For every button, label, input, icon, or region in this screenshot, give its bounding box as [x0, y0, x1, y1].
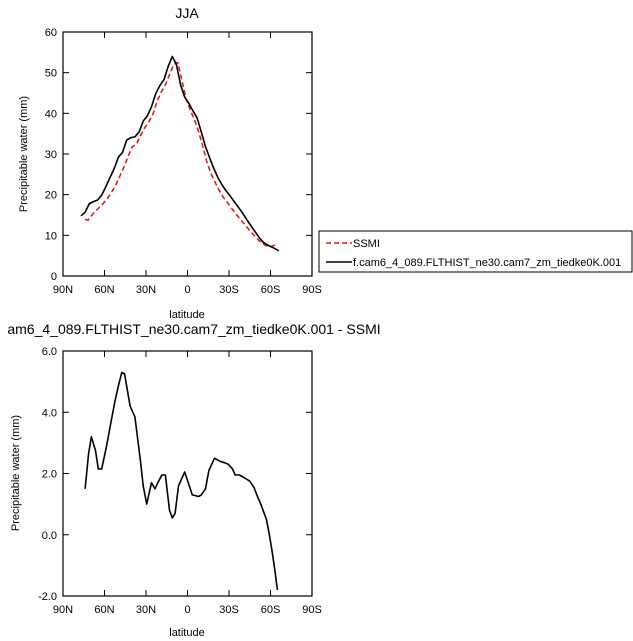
y-tick-label: 6.0: [42, 346, 57, 358]
y-ticks-top: 0 10 20 30 40 50 60: [45, 27, 312, 283]
x-axis-label-top: latitude: [169, 309, 204, 321]
y-tick-label: 50: [45, 68, 57, 80]
y-tick-label: 20: [45, 190, 57, 202]
x-tick-label: 60N: [94, 284, 114, 296]
chart-title-bottom: am6_4_089.FLTHIST_ne30.cam7_zm_tiedke0K.…: [7, 321, 380, 337]
series-bottom: [84, 371, 279, 591]
x-axis-label-bottom: latitude: [169, 627, 204, 639]
x-tick-label: 90S: [302, 604, 322, 616]
x-ticks-bottom: 90N 60N 30N 0 30S 60S 90S: [53, 351, 322, 616]
x-tick-label: 30S: [219, 284, 239, 296]
y-tick-label: 40: [45, 108, 57, 120]
chart-title-top: JJA: [175, 5, 199, 21]
plot-area-bottom: [62, 350, 313, 597]
x-tick-label: 90N: [53, 604, 73, 616]
panel-top: JJA 0 10 20 30 40 50 60 90N 60N 30N 0 30S 60S 90S la…: [18, 5, 322, 321]
y-axis-label-bottom: Precipitable water (mm): [10, 415, 22, 531]
legend: SSMI f.cam6_4_089.FLTHIST_ne30.cam7_zm_t…: [318, 230, 633, 273]
series-line-difference: [84, 371, 279, 591]
y-tick-label: 30: [45, 149, 57, 161]
y-tick-label: 10: [45, 230, 57, 242]
x-tick-label: 0: [184, 284, 190, 296]
x-tick-label: 30S: [219, 604, 239, 616]
x-tick-label: 60S: [261, 604, 281, 616]
y-tick-label: 4.0: [42, 407, 57, 419]
panel-bottom: am6_4_089.FLTHIST_ne30.cam7_zm_tiedke0K.…: [7, 321, 380, 639]
x-tick-label: 0: [184, 604, 190, 616]
x-tick-label: 30N: [136, 604, 156, 616]
y-tick-label: 60: [45, 27, 57, 39]
x-tick-label: 60N: [94, 604, 114, 616]
x-tick-label: 90N: [53, 284, 73, 296]
legend-label-model: f.cam6_4_089.FLTHIST_ne30.cam7_zm_tiedke…: [353, 257, 621, 269]
plot-area-top: [62, 31, 313, 277]
plot-frame-bottom: [62, 350, 313, 597]
x-tick-label: 30N: [136, 284, 156, 296]
x-ticks-top: 90N 60N 30N 0 30S 60S 90S: [53, 32, 322, 296]
series-line-ssmi: [84, 61, 278, 248]
plot-frame-top: [62, 31, 313, 277]
legend-box: [318, 230, 633, 273]
y-tick-label: 0: [51, 271, 57, 283]
y-tick-label: 0.0: [42, 530, 57, 542]
y-ticks-bottom: -2.0 0.0 2.0 4.0 6.0: [38, 346, 312, 603]
series-top: [80, 55, 280, 252]
y-axis-label-top: Precipitable water (mm): [18, 96, 30, 212]
y-tick-label: 2.0: [42, 469, 57, 481]
y-tick-label: -2.0: [38, 591, 57, 603]
legend-label-ssmi: SSMI: [353, 238, 380, 250]
x-tick-label: 60S: [261, 284, 281, 296]
series-line-model: [80, 55, 280, 252]
x-tick-label: 90S: [302, 284, 322, 296]
